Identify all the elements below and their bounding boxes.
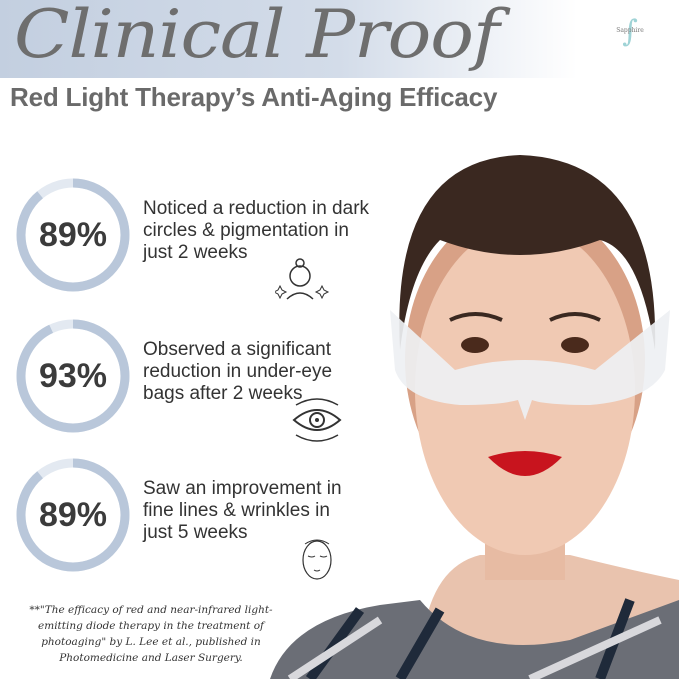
subtitle: Red Light Therapy’s Anti-Aging Efficacy bbox=[10, 82, 498, 112]
percent-ring: 89% bbox=[14, 176, 132, 294]
percent-value: 93% bbox=[38, 357, 108, 395]
stat-description: Observed a significant reduction in under… bbox=[143, 339, 333, 404]
face-sparkle-icon bbox=[275, 258, 330, 300]
citation: **"The efficacy of red and near-infrared… bbox=[29, 604, 273, 664]
eye-icon bbox=[292, 398, 342, 442]
brand-logo: ∫ Sapphire bbox=[616, 14, 644, 49]
script-title: Clinical Proof bbox=[14, 0, 500, 73]
face-outline-icon bbox=[302, 539, 332, 580]
stat-description: Noticed a reduction in dark circles & pig… bbox=[143, 198, 370, 263]
model-photo bbox=[270, 155, 679, 679]
ring-progress bbox=[16, 319, 130, 433]
percent-value: 89% bbox=[38, 496, 108, 534]
ring-progress bbox=[16, 178, 130, 292]
header-banner bbox=[0, 0, 679, 78]
stat-description: Saw an improvement in fine lines & wrinkl… bbox=[143, 478, 342, 543]
percent-ring: 93% bbox=[14, 317, 132, 435]
percent-ring: 89% bbox=[14, 456, 132, 574]
ring-progress bbox=[16, 458, 130, 572]
percent-value: 89% bbox=[38, 216, 108, 254]
